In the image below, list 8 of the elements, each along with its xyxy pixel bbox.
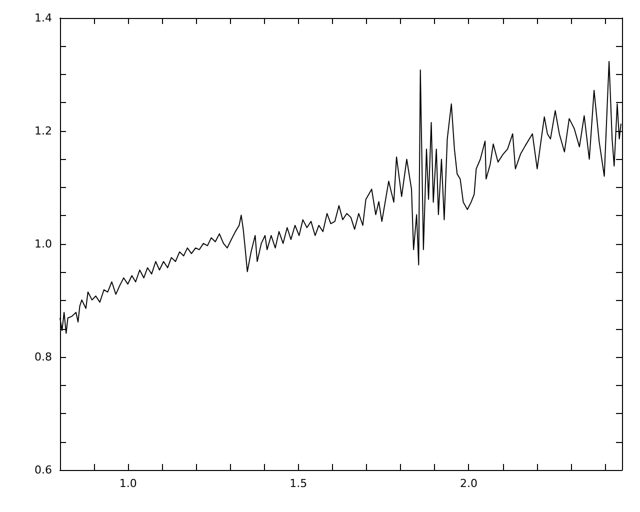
y-tick-label: 0.6 [34, 464, 52, 476]
x-tick-label: 1.0 [119, 477, 137, 490]
y-tick-label: 0.8 [34, 350, 52, 364]
y-tick-label: 1.4 [34, 12, 52, 24]
x-tick-label: 2.0 [460, 477, 478, 490]
y-tick-label: 1.0 [34, 238, 52, 250]
y-tick-label: 1.2 [34, 124, 52, 138]
x-tick-label: 1.5 [290, 477, 308, 490]
